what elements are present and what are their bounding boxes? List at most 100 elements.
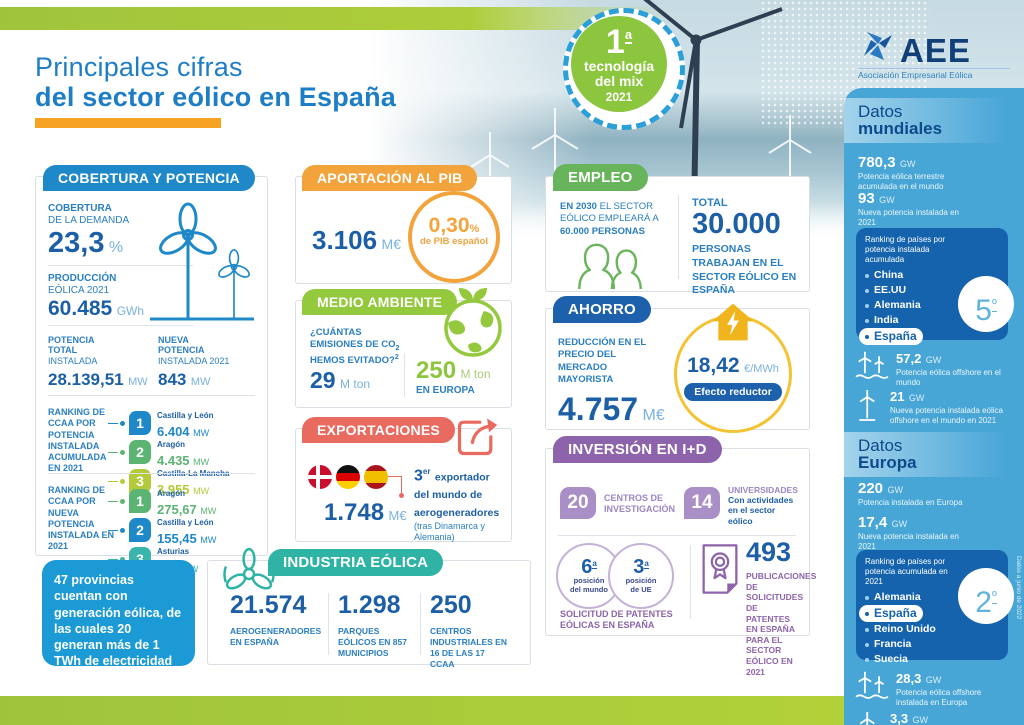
total-power-value: 28.139,51 MW bbox=[48, 370, 148, 389]
card-medio-ambiente: ¿CUÁNTAS EMISIONES DE CO2 HEMOS EVITADO?… bbox=[295, 288, 512, 408]
rank-number-badge: 2 bbox=[129, 518, 151, 542]
world-stat-1: 780,3 GW Potencia eólica terrestre acumu… bbox=[858, 154, 945, 191]
connector-dot bbox=[120, 527, 125, 533]
spain-flag-icon bbox=[364, 465, 388, 489]
universities-label: UNIVERSIDADES Con actividades en el sect… bbox=[728, 485, 798, 526]
world-rank-badge: 5º bbox=[958, 276, 1014, 332]
badge-year: 2021 bbox=[605, 90, 633, 105]
co2-avoided-europe: 250 M ton EN EUROPA bbox=[416, 357, 491, 396]
section-title-medio: MEDIO AMBIENTE bbox=[302, 289, 458, 315]
top-green-bar bbox=[0, 7, 672, 30]
reducer-effect-pill: Efecto reductor bbox=[677, 382, 789, 401]
rank-number-badge: 1 bbox=[129, 489, 151, 513]
earth-sprout-icon bbox=[444, 288, 502, 357]
eu-position-circle: 3a posición de UE bbox=[608, 543, 674, 609]
industrial-centers-count: 250 CENTROS INDUSTRIALES EN 16 DE LAS 17… bbox=[430, 591, 507, 670]
ranking-new-label: RANKING DE CCAA POR NUEVA POTENCIA INSTA… bbox=[48, 485, 114, 552]
turbines-count: 21.574 AEROGENERADORES EN ESPAÑA bbox=[230, 591, 322, 648]
world-ranking-label: Ranking de países por potencia instalada… bbox=[865, 235, 946, 264]
europe-stat-2: 17,4 GW Nueva potencia instalada en 2021 bbox=[858, 514, 959, 551]
rank-number-badge: 2 bbox=[129, 440, 151, 464]
house-bolt-icon bbox=[712, 303, 754, 341]
europe-offshore-2: 3,3 GW Nueva potencia instalada eólica o… bbox=[854, 710, 1002, 725]
pib-percentage: 0,30% bbox=[428, 214, 480, 237]
export-rank-text: 3er exportador del mundo de aerogenerado… bbox=[414, 467, 500, 543]
ranking-row: 2 Castilla y León 155,45 MW bbox=[108, 512, 216, 548]
pib-percentage-label: de PIB español bbox=[419, 236, 489, 247]
connector-line bbox=[388, 476, 402, 477]
connector-dot bbox=[120, 478, 125, 484]
universities-badge: 14 bbox=[684, 487, 720, 519]
research-centers-label: CENTROS DE INVESTIGACIÓN bbox=[604, 493, 676, 515]
connector-dot bbox=[120, 498, 125, 504]
card-industria: 21.574 AEROGENERADORES EN ESPAÑA 1.298 P… bbox=[207, 547, 531, 669]
denmark-flag-icon bbox=[308, 465, 332, 489]
publications-count: 493 PUBLICACIONES DE SOLICITUDES DE PATE… bbox=[746, 537, 817, 677]
ranking-item: Reino Unido bbox=[865, 622, 999, 637]
first-technology-badge: 1a tecnología del mix 2021 bbox=[563, 8, 685, 130]
ranking-item-highlighted: España bbox=[859, 328, 923, 345]
production-value: 60.485 GWh bbox=[48, 297, 145, 320]
title-line2: del sector eólico en España bbox=[35, 82, 397, 113]
price-value: 18,42 €/MWh bbox=[687, 354, 779, 377]
wind-turbines-icon bbox=[150, 202, 254, 321]
europe-data-title: Datos Europa bbox=[844, 432, 1024, 477]
new-power-value: 843 MW bbox=[158, 370, 211, 389]
ranking-item: Alemania bbox=[865, 590, 999, 605]
connector-line bbox=[401, 476, 402, 494]
europe-offshore-1: 28,3 GW Potencia eólica offshore instala… bbox=[854, 670, 1008, 708]
ranking-accumulated-label: RANKING DE CCAA POR POTENCIA INSTALADA A… bbox=[48, 407, 107, 474]
patent-certificate-icon bbox=[702, 544, 738, 594]
section-title-cobertura: COBERTURA Y POTENCIA bbox=[43, 165, 255, 191]
sidebar-global-data: Datos mundiales 780,3 GW Potencia eólica … bbox=[844, 88, 1024, 725]
ranking-item-highlighted: España bbox=[859, 605, 923, 622]
world-offshore-1: 57,2 GW Potencia eólica offshore en el m… bbox=[854, 350, 1004, 388]
aee-rotor-icon bbox=[864, 32, 892, 60]
europe-ranking-label: Ranking de países por potencia acumulada… bbox=[865, 557, 948, 586]
connector-dot bbox=[399, 493, 404, 498]
patents-label: SOLICITUD DE PATENTES EÓLICAS EN ESPAÑA bbox=[560, 609, 673, 631]
section-title-industria: INDUSTRIA EÓLICA bbox=[268, 549, 444, 576]
badge-text-1: tecnología bbox=[583, 58, 654, 74]
price-effect-circle: 18,42 €/MWh Efecto reductor bbox=[674, 303, 792, 433]
aee-logo-text: AEE bbox=[900, 32, 971, 70]
demand-coverage-label: COBERTURA DE LA DEMANDA bbox=[48, 203, 130, 226]
section-title-pib: APORTACIÓN AL PIB bbox=[302, 165, 478, 191]
aee-logo: AEE Asociación Empresarial Eólica bbox=[858, 26, 1010, 80]
world-offshore-2: 21 GW Nueva potencia instalada eólica of… bbox=[854, 388, 1008, 426]
section-title-inversion: INVERSIÓN EN I+D bbox=[553, 436, 722, 463]
europe-rank-badge: 2º bbox=[958, 568, 1014, 624]
title-underline bbox=[35, 118, 221, 128]
connector-dot bbox=[120, 420, 125, 426]
europe-stat-1: 220 GW Potencia instalada en Europa bbox=[858, 480, 963, 507]
rank-number-badge: 1 bbox=[129, 411, 151, 435]
world-data-title: Datos mundiales bbox=[844, 98, 1024, 143]
ranking-item: EE.UU bbox=[865, 283, 999, 298]
windfarms-count: 1.298 PARQUES EÓLICOS EN 857 MUNICIPIOS bbox=[338, 591, 407, 659]
export-value: 1.748 M€ bbox=[324, 499, 407, 526]
demand-coverage-value: 23,3 % bbox=[48, 227, 124, 259]
empleo-total: TOTAL 30.000 PERSONAS TRABAJAN EN EL SEC… bbox=[692, 197, 797, 297]
europe-ranking-box: Ranking de países por potencia acumulada… bbox=[856, 550, 1014, 665]
rank-number-badge: 3 bbox=[129, 469, 151, 493]
connector-dot bbox=[120, 449, 125, 455]
ranking-row: 1 Aragón 275,67 MW bbox=[108, 483, 216, 519]
new-power-label: NUEVA POTENCIA INSTALADA 2021 bbox=[158, 335, 230, 366]
ranking-item: Suecia bbox=[865, 652, 999, 667]
ranking-row: 1 Castilla y León 6.404 MW bbox=[108, 405, 213, 441]
ahorro-value: 4.757 M€ bbox=[558, 391, 665, 427]
co2-avoided-spain: 29 M ton bbox=[310, 367, 371, 393]
title-line1: Principales cifras bbox=[35, 52, 243, 82]
badge-text-2: del mix bbox=[594, 72, 644, 89]
card-inversion: 20 CENTROS DE INVESTIGACIÓN 14 UNIVERSID… bbox=[545, 448, 816, 677]
connector-dot bbox=[120, 556, 125, 562]
card-exportaciones: 1.748 M€ 3er exportador del mundo de aer… bbox=[295, 418, 512, 543]
aee-logo-tagline: Asociación Empresarial Eólica bbox=[858, 68, 1010, 80]
provinces-fact-box: 47 provincias cuentan con generación eól… bbox=[42, 560, 195, 685]
ranking-item: China bbox=[865, 268, 999, 283]
badge-rank: 1a bbox=[605, 23, 633, 61]
total-power-label: POTENCIA TOTAL INSTALADA bbox=[48, 335, 98, 366]
world-stat-2: 93 GW Nueva potencia instalada en 2021 bbox=[858, 190, 959, 227]
bottom-green-bar bbox=[0, 696, 845, 725]
